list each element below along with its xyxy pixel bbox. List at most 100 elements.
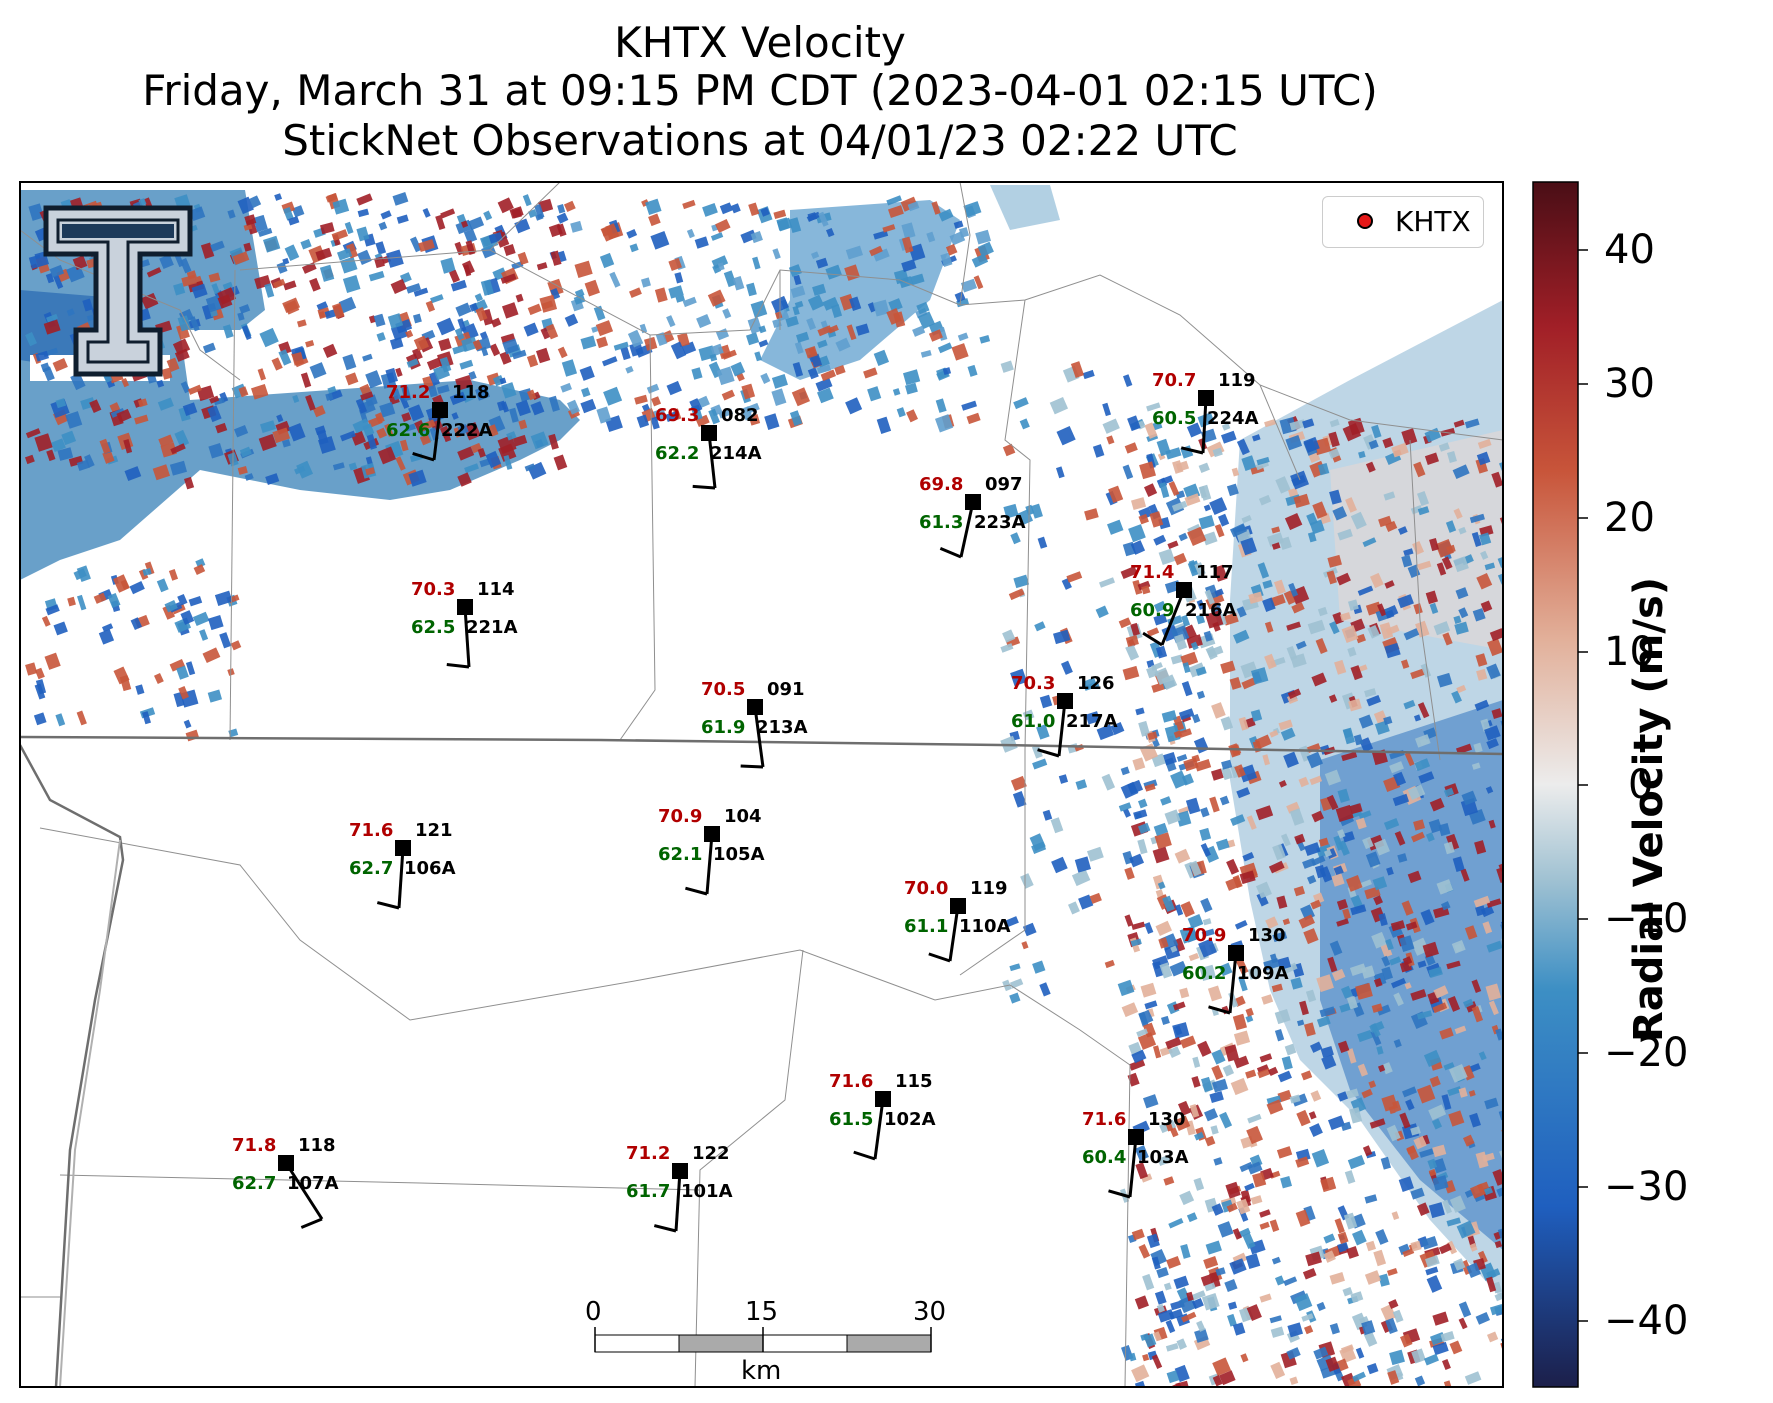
scale-bar-unit: km [741,1356,782,1386]
station-id: 101A [681,1181,733,1202]
station-plot: 70.9 104 62.1 105A [658,806,765,896]
station-marker [701,425,717,441]
wind-barb [397,847,405,909]
station-id: 223A [974,512,1026,533]
station-plot: 70.0 119 61.1 110A [904,878,1011,963]
wind-barb [948,905,960,962]
station-temperature: 69.3 [655,405,699,426]
station-dewpoint: 62.1 [658,844,702,865]
station-marker [1128,1129,1144,1145]
legend-label: KHTX [1395,205,1471,238]
map-legend: KHTX [1322,196,1484,248]
station-wind-direction: 097 [985,474,1023,495]
station-plot: 69.8 097 61.3 223A [919,474,1026,559]
station-marker [950,898,966,914]
station-id: 102A [884,1109,936,1130]
wind-barb [873,1098,885,1160]
wind-barb [1201,397,1208,454]
station-wind-direction: 117 [1196,562,1234,583]
wind-barb-flag [1208,1005,1231,1015]
station-marker [1198,390,1214,406]
county-boundaries [20,182,1503,1387]
title-line-3: StickNet Observations at 04/01/23 02:22 … [282,116,1238,165]
station-marker [395,840,411,856]
station-id: 213A [756,717,808,738]
station-dewpoint: 61.3 [919,512,963,533]
station-dewpoint: 60.4 [1082,1147,1126,1168]
velocity-echoes [20,185,1503,1387]
station-wind-direction: 118 [298,1135,336,1156]
wind-barb-flag [685,886,708,896]
title-line-1: KHTX Velocity [614,18,906,67]
station-plot: 71.6 130 60.4 103A [1082,1109,1189,1199]
station-wind-direction: 126 [1077,673,1115,694]
station-marker [747,699,763,715]
wind-barb-flag [1180,446,1204,455]
wind-barb [1228,952,1238,1014]
station-temperature: 70.9 [658,806,702,827]
colorbar-tick-label: −40 [1604,1298,1689,1344]
station-temperature: 71.6 [349,820,393,841]
station-plot: 71.6 115 61.5 102A [829,1071,936,1161]
map-frame [19,181,1504,1388]
wind-barb [463,606,471,668]
station-wind-direction: 091 [767,679,805,700]
station-id: 110A [959,916,1011,937]
station-id: 107A [287,1173,339,1194]
wind-barb-flag [376,901,400,910]
station-wind-direction: 118 [452,382,490,403]
station-marker [432,402,448,418]
station-dewpoint: 61.7 [626,1181,670,1202]
colorbar-tick-label: 30 [1604,361,1655,407]
station-plot: 70.3 126 61.0 217A [1011,673,1118,758]
station-wind-direction: 104 [724,806,762,827]
station-temperature: 71.2 [386,382,430,403]
station-dewpoint: 61.9 [701,717,745,738]
wind-barb [432,409,442,461]
station-id: 222A [441,420,493,441]
station-plot: 71.2 118 62.6 222A [386,382,493,462]
wind-barb [284,1162,324,1220]
station-id: 217A [1066,711,1118,732]
colorbar-tick-label: −30 [1604,1164,1689,1210]
station-temperature: 70.9 [1182,925,1226,946]
station-dewpoint: 62.7 [349,858,393,879]
wind-barb [959,501,975,558]
station-plot: 70.7 119 60.5 224A [1152,370,1259,455]
station-marker [278,1155,294,1171]
station-wind-direction: 114 [477,579,515,600]
station-marker [1176,582,1192,598]
colorbar-ticks [1578,249,1588,1322]
station-temperature: 71.4 [1130,562,1174,583]
stations-layer: 71.2 118 62.6 222A 69.3 082 62.2 214A 70.7 119 60.… [232,370,1289,1233]
wind-barb-flag [939,547,962,559]
station-temperature: 70.3 [411,579,455,600]
scale-bar-segment [678,1334,764,1353]
station-id: 105A [713,844,765,865]
station-dewpoint: 61.1 [904,916,948,937]
scale-bar [594,1327,932,1353]
station-dewpoint: 61.5 [829,1109,873,1130]
colorbar [1532,181,1579,1388]
wind-barb-flag [1142,631,1163,647]
station-temperature: 71.8 [232,1135,276,1156]
station-id: 109A [1237,963,1289,984]
khtx-marker-icon [1357,213,1373,229]
wind-barb-flag [740,764,764,769]
station-temperature: 71.6 [829,1071,873,1092]
scale-bar-segment [846,1334,932,1353]
station-wind-direction: 119 [1218,370,1256,391]
scale-bar-segment [762,1334,848,1353]
wind-barb [705,833,714,895]
colorbar-tick-label: −10 [1604,896,1689,942]
station-marker [672,1163,688,1179]
colorbar-tick-label: 10 [1604,629,1655,675]
station-plot: 69.3 082 62.2 214A [655,405,762,490]
station-id: 106A [404,858,456,879]
station-plot: 70.5 091 61.9 213A [701,679,808,769]
wind-barb [753,706,765,768]
station-dewpoint: 62.2 [655,443,699,464]
station-plot: 70.9 130 60.2 109A [1182,925,1289,1015]
station-dewpoint: 60.9 [1130,600,1174,621]
scale-bar-label: 15 [745,1297,779,1327]
